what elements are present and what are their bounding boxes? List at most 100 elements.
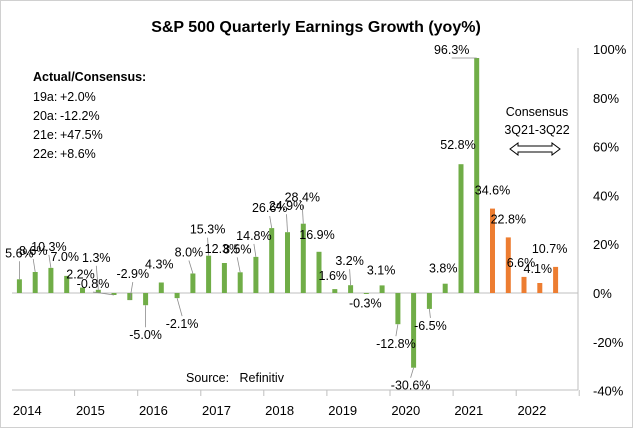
actual-data-label: 24.9%	[269, 199, 304, 213]
x-tick-label: 2022	[517, 403, 546, 418]
y-axis-tick-labels: -40% -20% 0% 20% 40% 60% 80% 100%	[593, 42, 627, 399]
legend-row-key: 19a:	[33, 90, 57, 104]
actual-data-label: 3.8%	[429, 262, 458, 276]
consensus-bar	[537, 283, 543, 293]
actual-label-leader	[188, 260, 194, 274]
x-tick-label: 2021	[454, 403, 483, 418]
actual-data-label: 3.1%	[367, 263, 396, 277]
x-tick-label: 2019	[328, 403, 357, 418]
y-tick-label: -20%	[593, 335, 624, 350]
actual-bar	[426, 293, 432, 309]
actual-bar	[363, 293, 369, 294]
consensus-bar	[505, 237, 511, 293]
actual-data-label: 16.9%	[299, 228, 334, 242]
actual-data-label: 3.2%	[335, 254, 364, 268]
legend-row-value: -12.2%	[60, 109, 100, 123]
actual-bar	[127, 293, 133, 301]
actual-label-leader	[269, 216, 273, 229]
x-tick-label: 2014	[13, 403, 42, 418]
actual-bar	[190, 273, 196, 293]
actual-data-label: 96.3%	[434, 43, 469, 57]
x-tick-label: 2015	[76, 403, 105, 418]
actual-bar	[348, 285, 354, 293]
consensus-data-label: 10.7%	[532, 242, 567, 256]
actual-bar	[95, 289, 101, 293]
source-note: Source: Refinitiv	[186, 371, 285, 385]
actual-data-label: 28.4%	[285, 191, 320, 205]
actual-bar	[285, 232, 290, 293]
legend-row-value: +47.5%	[60, 128, 103, 142]
legend-heading: Actual/Consensus:	[33, 70, 146, 84]
y-tick-label: 80%	[593, 91, 619, 106]
actual-data-label: -12.8%	[376, 337, 416, 351]
legend-row-key: 20a:	[33, 109, 57, 123]
actual-data-label: 12.3%	[205, 242, 240, 256]
actual-label-leader	[129, 282, 134, 301]
actual-data-label: -6.5%	[414, 319, 447, 333]
actual-bar	[64, 275, 70, 293]
consensus-data-label: 4.1%	[524, 262, 553, 276]
actual-data-label: 5.6%	[5, 246, 34, 260]
y-tick-label: 100%	[593, 42, 627, 57]
actual-label-leader	[32, 258, 36, 273]
x-axis-tick-labels: 2014 2015 2016 2017 2018 2019 2020 2021 2022	[13, 403, 547, 418]
actual-data-label: -0.8%	[77, 277, 110, 291]
actual-data-label: 8.0%	[175, 246, 204, 260]
actual-data-label: 7.0%	[50, 250, 79, 264]
actual-bar	[316, 251, 322, 293]
legend-row-value: +2.0%	[60, 90, 96, 104]
actual-label-leader	[410, 367, 414, 378]
actual-bar	[458, 164, 464, 293]
y-tick-label: -40%	[593, 384, 624, 399]
actual-data-label: 4.3%	[145, 258, 174, 272]
legend-row-key: 21e:	[33, 128, 57, 142]
double-arrow-icon	[509, 142, 561, 156]
actual-label-leader	[395, 324, 399, 337]
actual-bar	[253, 256, 259, 293]
actual-label-leader	[176, 297, 183, 317]
actual-bar	[16, 279, 22, 293]
x-tick-label: 2017	[202, 403, 231, 418]
actual-data-label: 1.6%	[319, 269, 348, 283]
actual-data-label: 2.2%	[66, 268, 95, 282]
consensus-label: Consensus	[506, 105, 569, 119]
y-tick-label: 60%	[593, 140, 619, 155]
actual-bar	[32, 272, 38, 293]
actual-bar	[143, 293, 149, 306]
actual-label-leader	[253, 243, 257, 257]
actual-data-label: 14.8%	[236, 229, 271, 243]
actual-label-leader	[95, 265, 99, 290]
actual-data-label: 8.6%	[19, 244, 48, 258]
legend-box: Actual/Consensus: 19a: +2.0%20a: -12.2%21e…	[33, 70, 146, 161]
x-tick-label: 2018	[265, 403, 294, 418]
consensus-bar	[521, 276, 527, 293]
consensus-data-label: 34.6%	[475, 184, 510, 198]
actual-label-leader	[301, 205, 304, 224]
data-label-group: 5.6%8.6%10.3%7.0% 2.2% 1.3% -0.8% -2.9% -5.0%…	[5, 43, 567, 393]
x-axis-tick-marks	[74, 390, 580, 396]
actual-bar	[237, 272, 243, 293]
actual-label-leader	[349, 269, 351, 286]
actual-bar	[80, 287, 85, 293]
actual-label-leader	[429, 308, 431, 318]
consensus-data-label: 6.6%	[507, 256, 536, 270]
actual-data-label: 15.3%	[190, 223, 225, 237]
actual-data-label: -0.3%	[349, 297, 382, 311]
x-tick-label: 2020	[391, 403, 420, 418]
y-tick-label: 0%	[593, 286, 612, 301]
legend-row-value: +8.6%	[60, 147, 96, 161]
actual-data-label: -5.0%	[129, 328, 162, 342]
actual-bar	[300, 223, 306, 293]
actual-bar	[379, 285, 385, 293]
chart-title: S&P 500 Quarterly Earnings Growth (yoy%)	[151, 19, 481, 36]
actual-data-label: -30.6%	[391, 379, 431, 393]
actual-label-leader	[92, 291, 115, 296]
actual-data-label: 10.3%	[31, 240, 66, 254]
y-tick-label: 20%	[593, 237, 619, 252]
actual-bar	[111, 293, 117, 295]
actual-bar	[221, 263, 227, 293]
actual-bar	[332, 289, 338, 293]
y-tick-label: 40%	[593, 188, 619, 203]
